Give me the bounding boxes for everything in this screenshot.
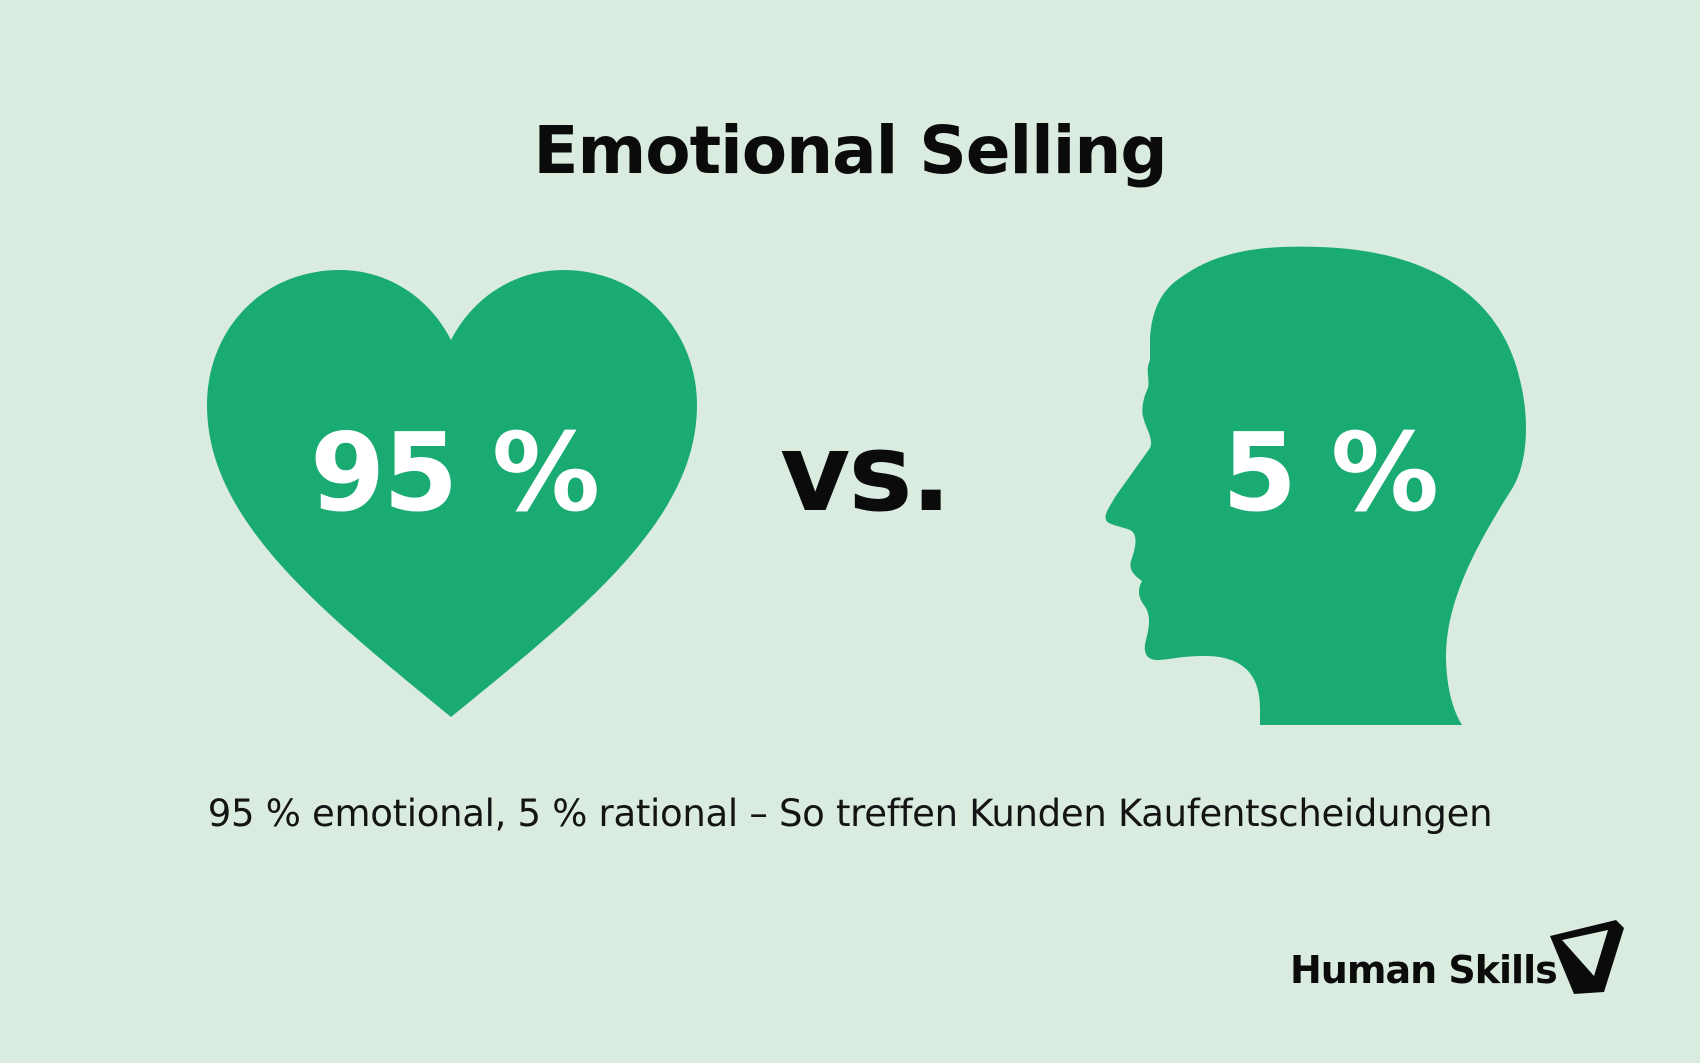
head-profile-icon <box>1105 246 1526 725</box>
heart-icon <box>207 270 697 717</box>
head-percentage: 5 % <box>1222 411 1439 536</box>
page-title: Emotional Selling <box>533 112 1167 189</box>
triangle-logo-icon <box>1550 920 1624 994</box>
caption: 95 % emotional, 5 % rational – So treffe… <box>207 792 1493 835</box>
heart-percentage: 95 % <box>310 411 600 536</box>
versus-label: vs. <box>780 411 952 536</box>
brand-name: Human Skills <box>1290 948 1558 992</box>
